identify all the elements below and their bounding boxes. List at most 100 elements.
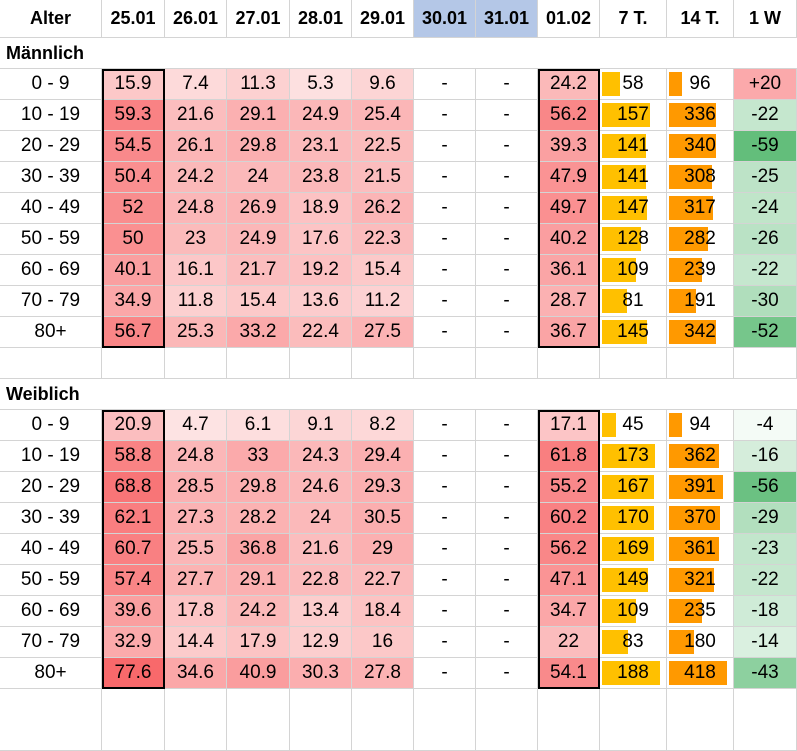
fourteen-day-total: 235 xyxy=(667,596,734,627)
incidence-cell: 34.7 xyxy=(538,596,600,627)
incidence-cell: 24.3 xyxy=(290,441,352,472)
incidence-cell: - xyxy=(414,472,476,503)
incidence-cell: 15.4 xyxy=(352,255,414,286)
incidence-cell: 77.6 xyxy=(102,658,165,689)
incidence-cell: 20.9 xyxy=(102,410,165,441)
incidence-cell: 13.6 xyxy=(290,286,352,317)
empty-cell xyxy=(600,689,667,751)
fourteen-day-value: 418 xyxy=(684,662,716,683)
incidence-cell: 25.4 xyxy=(352,100,414,131)
incidence-cell: 26.9 xyxy=(227,193,290,224)
incidence-cell: - xyxy=(476,100,538,131)
fourteen-day-bar xyxy=(669,568,714,592)
seven-day-value: 188 xyxy=(617,662,649,683)
seven-day-value: 141 xyxy=(617,166,649,187)
incidence-cell: 16.1 xyxy=(165,255,227,286)
seven-day-total: 157 xyxy=(600,100,667,131)
incidence-cell: - xyxy=(476,286,538,317)
fourteen-day-bar xyxy=(669,599,702,623)
fourteen-day-total: 191 xyxy=(667,286,734,317)
fourteen-day-value: 321 xyxy=(684,569,716,590)
incidence-cell: 33.2 xyxy=(227,317,290,348)
age-group-label: 10 - 19 xyxy=(0,441,102,472)
seven-day-total: 173 xyxy=(600,441,667,472)
seven-day-value: 109 xyxy=(617,259,649,280)
incidence-cell: 28.7 xyxy=(538,286,600,317)
incidence-cell: - xyxy=(414,131,476,162)
seven-day-bar xyxy=(602,165,646,189)
fourteen-day-total: 180 xyxy=(667,627,734,658)
incidence-cell: 27.7 xyxy=(165,565,227,596)
incidence-cell: 60.7 xyxy=(102,534,165,565)
incidence-cell: 40.2 xyxy=(538,224,600,255)
seven-day-total: 45 xyxy=(600,410,667,441)
incidence-cell: - xyxy=(476,472,538,503)
incidence-cell: 62.1 xyxy=(102,503,165,534)
incidence-cell: - xyxy=(476,317,538,348)
fourteen-day-value: 239 xyxy=(684,259,716,280)
section-title: Männlich xyxy=(0,38,797,69)
header-7-days: 7 T. xyxy=(600,0,667,38)
fourteen-day-total: 418 xyxy=(667,658,734,689)
seven-day-value: 169 xyxy=(617,538,649,559)
incidence-cell: 58.8 xyxy=(102,441,165,472)
age-group-label: 40 - 49 xyxy=(0,193,102,224)
empty-cell xyxy=(667,689,734,751)
incidence-cell: 27.8 xyxy=(352,658,414,689)
incidence-cell: - xyxy=(414,193,476,224)
fourteen-day-total: 317 xyxy=(667,193,734,224)
incidence-cell: 21.6 xyxy=(165,100,227,131)
fourteen-day-bar xyxy=(669,413,682,437)
seven-day-bar xyxy=(602,506,654,530)
incidence-cell: 24.8 xyxy=(165,441,227,472)
seven-day-value: 167 xyxy=(617,476,649,497)
seven-day-bar xyxy=(602,413,616,437)
header-date: 01.02 xyxy=(538,0,600,38)
fourteen-day-value: 180 xyxy=(684,631,716,652)
incidence-cell: - xyxy=(476,534,538,565)
incidence-cell: 17.8 xyxy=(165,596,227,627)
seven-day-bar xyxy=(602,630,628,654)
age-group-label: 70 - 79 xyxy=(0,627,102,658)
seven-day-value: 141 xyxy=(617,135,649,156)
empty-cell xyxy=(227,689,290,751)
week-change: -26 xyxy=(734,224,797,255)
seven-day-value: 45 xyxy=(622,414,644,435)
seven-day-total: 81 xyxy=(600,286,667,317)
age-group-label: 60 - 69 xyxy=(0,255,102,286)
fourteen-day-bar xyxy=(669,165,712,189)
seven-day-value: 147 xyxy=(617,197,649,218)
age-group-label: 80+ xyxy=(0,317,102,348)
incidence-cell: 25.3 xyxy=(165,317,227,348)
incidence-cell: 24.9 xyxy=(290,100,352,131)
seven-day-bar xyxy=(602,134,646,158)
incidence-cell: 29 xyxy=(352,534,414,565)
incidence-cell: 24.6 xyxy=(290,472,352,503)
incidence-cell: 56.2 xyxy=(538,534,600,565)
fourteen-day-total: 370 xyxy=(667,503,734,534)
incidence-cell: 16 xyxy=(352,627,414,658)
incidence-cell: - xyxy=(414,596,476,627)
seven-day-total: 188 xyxy=(600,658,667,689)
fourteen-day-bar xyxy=(669,630,694,654)
week-change: +20 xyxy=(734,69,797,100)
incidence-cell: 39.3 xyxy=(538,131,600,162)
week-change: -24 xyxy=(734,193,797,224)
incidence-cell: 34.9 xyxy=(102,286,165,317)
incidence-cell: - xyxy=(476,255,538,286)
week-change: -43 xyxy=(734,658,797,689)
incidence-cell: 54.5 xyxy=(102,131,165,162)
seven-day-value: 173 xyxy=(617,445,649,466)
header-14-days: 14 T. xyxy=(667,0,734,38)
fourteen-day-bar xyxy=(669,444,719,468)
empty-cell xyxy=(165,348,227,379)
incidence-cell: 29.3 xyxy=(352,472,414,503)
fourteen-day-total: 362 xyxy=(667,441,734,472)
week-change: -22 xyxy=(734,565,797,596)
seven-day-total: 170 xyxy=(600,503,667,534)
incidence-cell: 7.4 xyxy=(165,69,227,100)
incidence-cell: - xyxy=(476,503,538,534)
seven-day-bar xyxy=(602,103,650,127)
incidence-cell: - xyxy=(476,565,538,596)
seven-day-total: 109 xyxy=(600,255,667,286)
